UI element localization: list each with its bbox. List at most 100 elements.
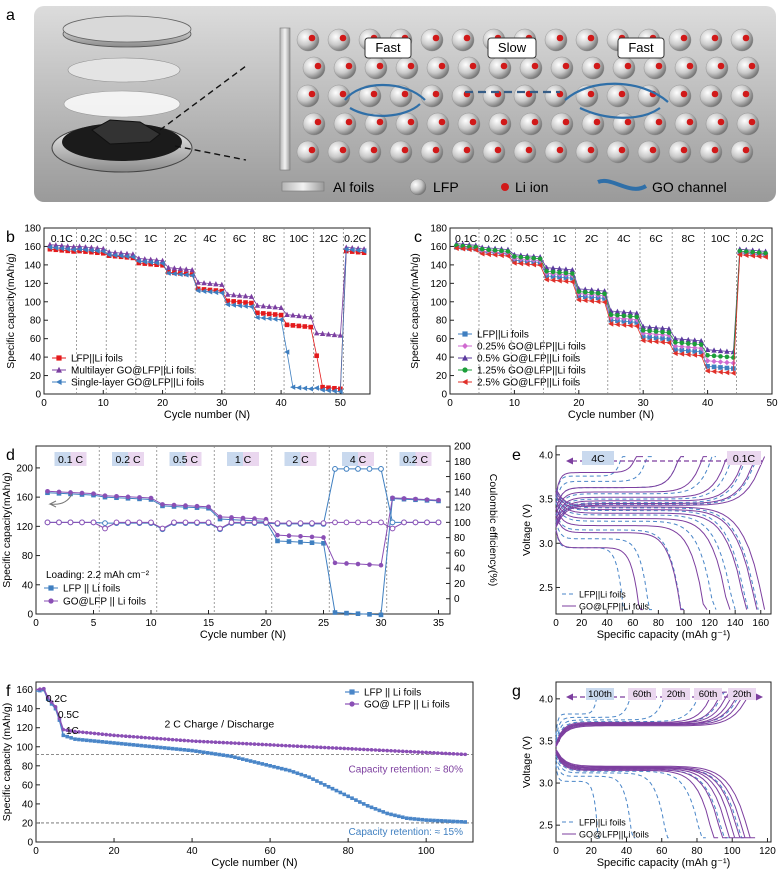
x-tick-label: 20 (576, 618, 588, 629)
data-point (346, 746, 350, 751)
x-tick-label: 40 (276, 398, 288, 409)
data-point (563, 275, 569, 280)
lfp-ball (482, 84, 506, 108)
li-ion-dot (711, 34, 719, 42)
data-point (160, 262, 165, 268)
x-tick-label: 35 (433, 618, 445, 629)
data-point (717, 369, 723, 375)
data-point (100, 740, 105, 744)
rate-label: 12C (319, 233, 339, 245)
li-ion-dot (556, 146, 564, 154)
data-point (186, 748, 190, 752)
data-point (68, 490, 73, 495)
data-point (47, 246, 53, 252)
rate-tag-bg (227, 452, 243, 466)
x-tick-label: 20 (586, 846, 598, 857)
data-point (159, 525, 166, 532)
y-tick-label: 80 (436, 316, 448, 327)
data-point (224, 301, 231, 308)
y-axis-label: Specific capacity(mAh/g) (5, 253, 17, 369)
charge-curve (555, 456, 716, 517)
rate-label: 4C (203, 233, 217, 245)
data-point (320, 520, 327, 527)
li-ion-dot (748, 62, 756, 70)
data-point (385, 748, 389, 753)
y-tick-label: 0 (35, 390, 41, 401)
data-point (302, 313, 308, 319)
data-point (589, 295, 594, 300)
data-point (666, 336, 672, 342)
data-point (524, 261, 530, 267)
data-point (55, 379, 62, 385)
li-ion-dot (742, 146, 750, 154)
lfp-ball (544, 84, 568, 108)
go-channel-arrows (344, 82, 669, 119)
cycle-tag: 60th (699, 689, 718, 700)
data-point (266, 311, 272, 317)
data-point (298, 533, 303, 539)
panel-a-legend: Al foils LFP Li ion GO channel (281, 178, 727, 196)
rate-tag-left: 4C (591, 453, 605, 465)
data-point (366, 519, 373, 526)
data-point (162, 746, 167, 750)
data-point (123, 734, 128, 738)
data-point (102, 493, 108, 498)
data-point (550, 265, 556, 271)
data-point (218, 290, 225, 296)
li-ion-dot (618, 90, 626, 98)
data-point (94, 248, 100, 254)
plot-frame (449, 227, 773, 395)
data-point (127, 734, 132, 739)
data-point (679, 347, 685, 353)
data-point (455, 819, 460, 824)
data-point (634, 320, 640, 325)
y2-tick-label: 160 (454, 472, 471, 483)
data-point (139, 743, 144, 748)
data-point (252, 742, 257, 746)
rate-arrow-head (566, 457, 573, 465)
data-point (284, 349, 290, 355)
data-point (608, 312, 614, 317)
data-point (291, 744, 296, 748)
data-point (608, 317, 614, 323)
data-point (151, 744, 155, 749)
data-point (280, 743, 284, 748)
y-tick-label: 0 (27, 838, 33, 849)
lfp-ball (668, 84, 692, 108)
data-point (531, 255, 537, 261)
data-point (100, 248, 106, 255)
data-point (298, 539, 303, 545)
data-point (190, 739, 194, 743)
data-point (92, 731, 97, 736)
data-point (120, 741, 124, 746)
y-tick-label: 3.5 (539, 736, 553, 747)
li-ion-dot (531, 62, 539, 70)
data-point (711, 358, 717, 365)
discharge-curve (555, 753, 719, 839)
legend-label: GO@LFP || Li foils (63, 597, 146, 608)
data-point (284, 322, 290, 328)
data-point (309, 534, 315, 540)
li-ion-dot (339, 34, 347, 42)
data-point (286, 533, 292, 538)
data-point (582, 294, 588, 300)
data-point (517, 260, 524, 267)
loading-annotation: Loading: 2.2 mAh cm⁻² (46, 570, 150, 581)
cycle-tag-bg (586, 688, 614, 700)
data-point (704, 358, 711, 364)
lfp-ball (296, 28, 320, 52)
charge-curve (555, 456, 652, 504)
data-point (349, 689, 355, 695)
data-point (459, 820, 464, 824)
data-point (155, 736, 159, 741)
data-point (299, 744, 304, 749)
data-point (679, 343, 685, 350)
rate-label: 8C (682, 233, 696, 245)
lfp-ball (643, 56, 667, 80)
legend-label: GO@LFP||Li foils (579, 830, 649, 840)
data-point (569, 279, 575, 285)
data-point (326, 385, 331, 391)
data-point (84, 730, 89, 735)
data-point (61, 727, 66, 732)
